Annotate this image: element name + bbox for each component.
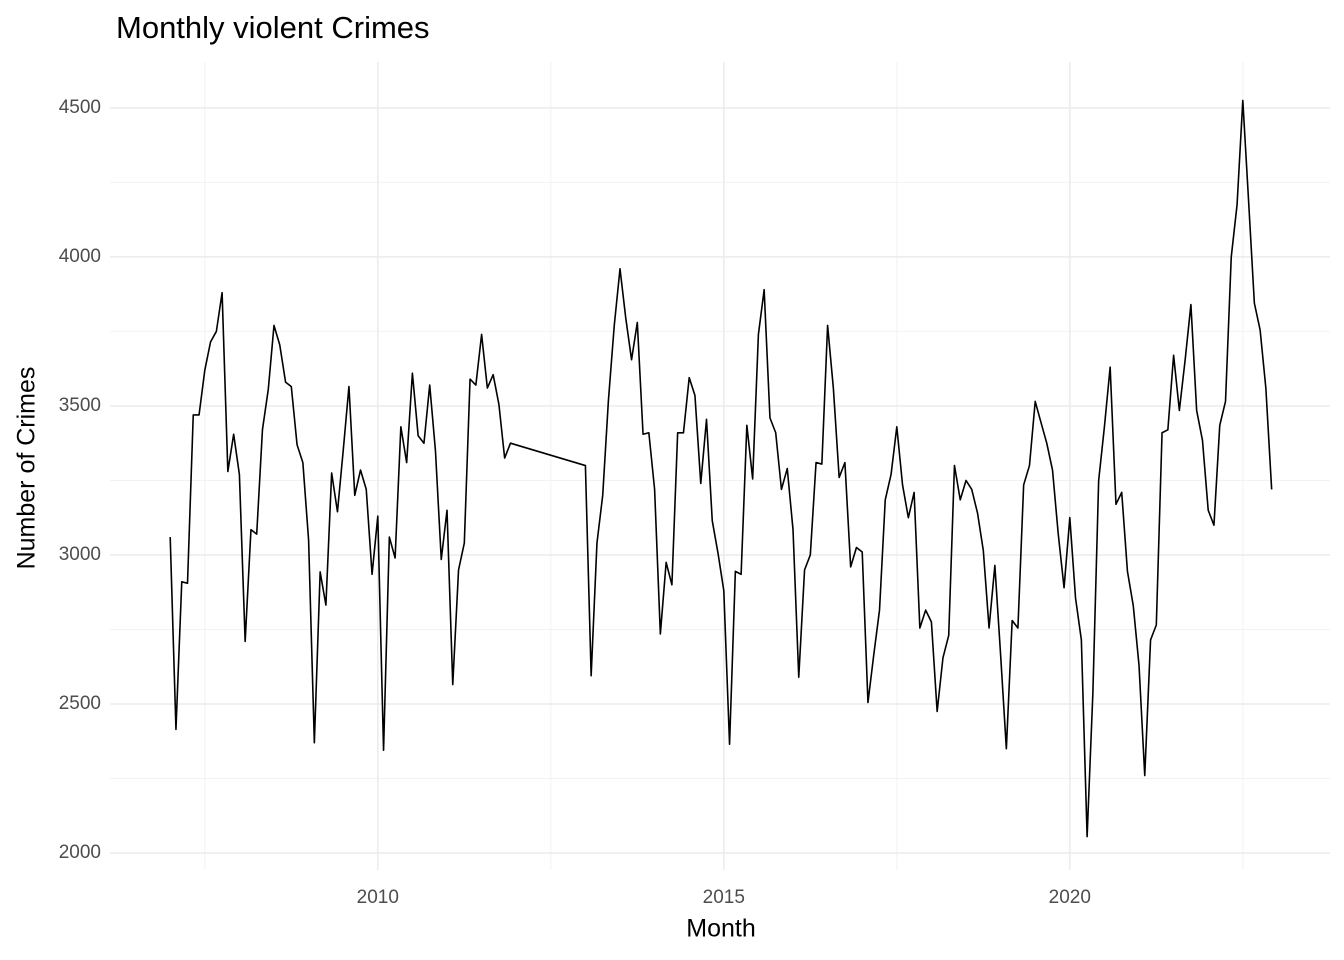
x-tick-label: 2015 [703,887,745,908]
y-tick-label: 2000 [59,842,101,863]
chart-title: Monthly violent Crimes [116,10,430,45]
data-line [169,99,1273,838]
x-axis-title: Month [686,915,755,943]
x-tick-label: 2010 [357,887,399,908]
y-axis-title: Number of Crimes [13,367,41,570]
x-tick-label: 2020 [1049,887,1091,908]
y-tick-label: 3000 [59,544,101,565]
y-tick-label: 4500 [59,97,101,118]
y-tick-label: 2500 [59,693,101,714]
y-tick-label: 4000 [59,246,101,267]
y-tick-label: 3500 [59,395,101,416]
